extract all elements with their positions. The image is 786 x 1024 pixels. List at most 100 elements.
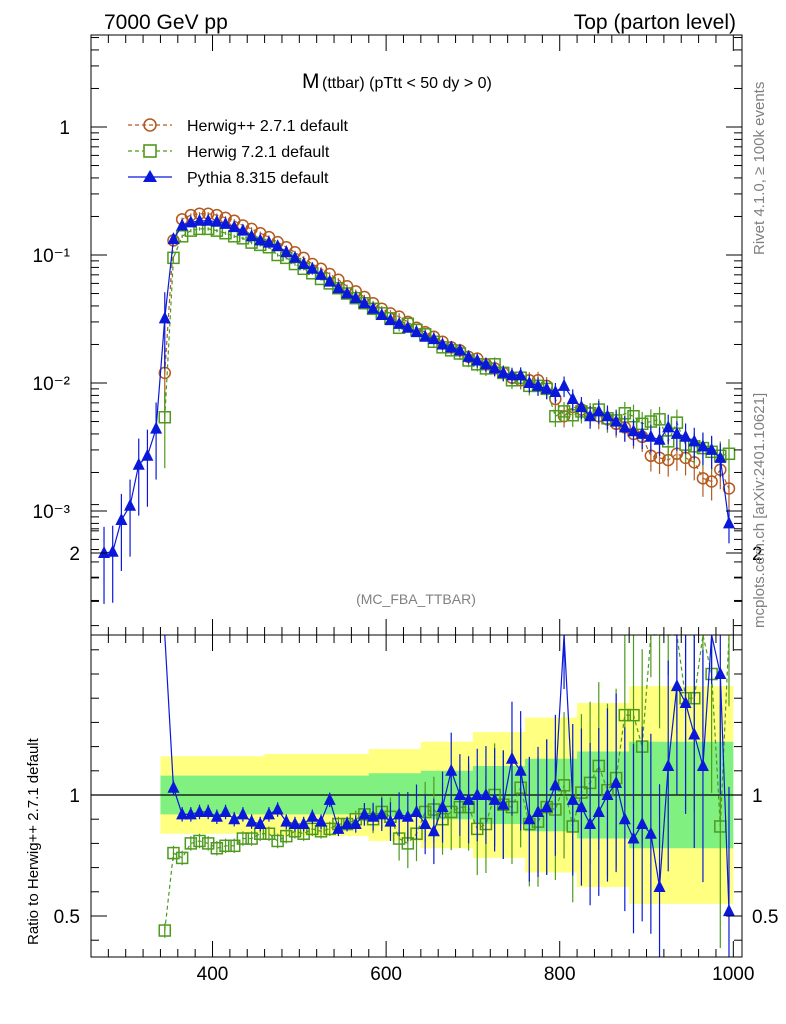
- data-point-pythia: [471, 353, 484, 366]
- data-point-pythia: [479, 357, 492, 370]
- ratio-point-pythia: [176, 807, 189, 820]
- ratio-point-pythia: [193, 804, 206, 817]
- ratio-ytick-label-right: 1: [752, 786, 763, 807]
- ratio-point-pythia: [410, 804, 423, 817]
- ratio-point-pythia: [401, 809, 414, 822]
- ratio-ytick-label: 2: [69, 544, 80, 565]
- ratio-point-herwig7: [158, 924, 172, 937]
- data-point-pythia: [688, 434, 701, 447]
- main-ytick-label: 10⁻³: [33, 502, 71, 523]
- data-point-herwig-pp: [705, 475, 718, 488]
- ratio-point-pythia: [523, 812, 536, 825]
- ratio-point-pythia: [306, 809, 319, 822]
- ratio-point-pythia: [479, 788, 492, 800]
- data-point-pythia: [132, 457, 145, 470]
- ratio-point-pythia: [375, 807, 388, 820]
- data-point-pythia: [262, 235, 275, 248]
- ratio-ytick-label: 0.5: [54, 907, 80, 928]
- ratio-plot-marks: [158, 634, 735, 957]
- ratio-point-pythia: [514, 763, 527, 776]
- ratio-point-herwig7: [618, 708, 632, 722]
- ratio-point-pythia: [471, 788, 484, 800]
- ratio-point-pythia: [202, 804, 215, 817]
- main-plot-marks: [98, 207, 736, 604]
- ratio-point-pythia: [349, 817, 362, 830]
- data-point-pythia: [549, 385, 562, 398]
- ratio-ytick-label-right: 0.5: [752, 907, 778, 928]
- data-point-pythia: [115, 513, 128, 526]
- ratio-point-pythia: [210, 809, 223, 822]
- rivet-version-label: Rivet 4.1.0, ≥ 100k events: [751, 82, 768, 255]
- mcplots-credit-label: mcplots.cern.ch [arXiv:2401.10621]: [751, 393, 768, 628]
- data-point-pythia: [98, 545, 111, 558]
- ratio-point-herwig7: [219, 839, 232, 853]
- ratio-point-pythia: [636, 817, 649, 830]
- ratio-ytick-label-right: 2: [752, 544, 763, 565]
- data-point-pythia: [254, 233, 267, 246]
- axes: 1 10⁻¹ 10⁻² 10⁻³ 400 600 800 1000 0.5 0.5 1 1 2 2: [33, 35, 778, 985]
- data-point-pythia: [488, 361, 501, 374]
- ratio-ylabel: Ratio to Herwig++ 2.7.1 default: [25, 737, 42, 945]
- data-point-pythia: [636, 426, 649, 439]
- ratio-point-pythia: [540, 800, 553, 813]
- data-point-pythia: [436, 337, 449, 350]
- legend-marker-pythia: [143, 170, 157, 182]
- ratio-point-pythia: [549, 778, 562, 791]
- data-point-pythia: [532, 378, 545, 391]
- data-point-pythia: [566, 391, 579, 404]
- analysis-annotation: (MC_FBA_TTBAR): [356, 591, 476, 607]
- data-point-pythia: [184, 215, 197, 228]
- data-point-pythia: [150, 421, 163, 434]
- ratio-point-pythia: [722, 904, 735, 917]
- data-point-pythia: [696, 439, 709, 452]
- ratio-point-pythia: [419, 817, 432, 830]
- header-left-label: 7000 GeV pp: [104, 11, 228, 34]
- data-point-herwig7: [653, 413, 666, 426]
- ratio-point-pythia: [462, 792, 475, 805]
- data-point-pythia: [367, 301, 380, 314]
- legend-label-pythia: Pythia 8.315 default: [187, 170, 329, 187]
- data-point-pythia: [271, 239, 284, 252]
- ratio-xtick-label: 600: [370, 964, 402, 985]
- data-point-pythia: [714, 450, 727, 463]
- ratio-point-pythia: [644, 826, 657, 839]
- legend: Herwig++ 2.7.1 default Herwig 7.2.1 defa…: [128, 118, 349, 187]
- ratio-point-herwig7: [236, 832, 250, 845]
- ratio-point-pythia: [341, 817, 354, 830]
- data-point-pythia: [202, 213, 215, 226]
- data-point-pythia: [514, 368, 527, 381]
- main-ytick-label: 10⁻²: [33, 374, 71, 395]
- ratio-point-pythia: [245, 814, 258, 827]
- ratio-point-pythia: [219, 804, 232, 817]
- data-point-pythia: [332, 281, 345, 294]
- data-point-pythia: [106, 544, 119, 557]
- data-point-pythia: [358, 296, 371, 309]
- data-point-pythia: [245, 229, 258, 242]
- data-point-pythia: [236, 223, 249, 236]
- ratio-point-herwig7: [184, 837, 198, 850]
- ratio-point-herwig7: [227, 839, 241, 853]
- data-point-pythia: [592, 404, 605, 417]
- ratio-point-pythia: [566, 792, 579, 805]
- data-point-pythia: [219, 216, 232, 229]
- data-point-pythia: [193, 213, 206, 226]
- data-point-pythia: [288, 250, 301, 263]
- ratio-point-herwig7: [627, 708, 640, 722]
- data-point-pythia: [158, 311, 171, 324]
- data-point-pythia: [575, 399, 588, 412]
- data-point-pythia: [679, 429, 692, 442]
- ratio-point-pythia: [584, 817, 597, 830]
- data-point-pythia: [653, 432, 666, 445]
- ratio-point-pythia: [670, 679, 683, 692]
- ratio-point-pythia: [601, 788, 614, 800]
- ratio-point-pythia: [288, 817, 301, 830]
- data-point-pythia: [523, 376, 536, 388]
- data-point-pythia: [722, 516, 735, 529]
- ratio-point-pythia: [532, 804, 545, 817]
- ratio-point-pythia: [167, 780, 180, 793]
- data-point-pythia: [141, 448, 154, 461]
- data-point-pythia: [601, 409, 614, 422]
- data-point-pythia: [341, 286, 354, 299]
- data-point-pythia: [610, 414, 623, 427]
